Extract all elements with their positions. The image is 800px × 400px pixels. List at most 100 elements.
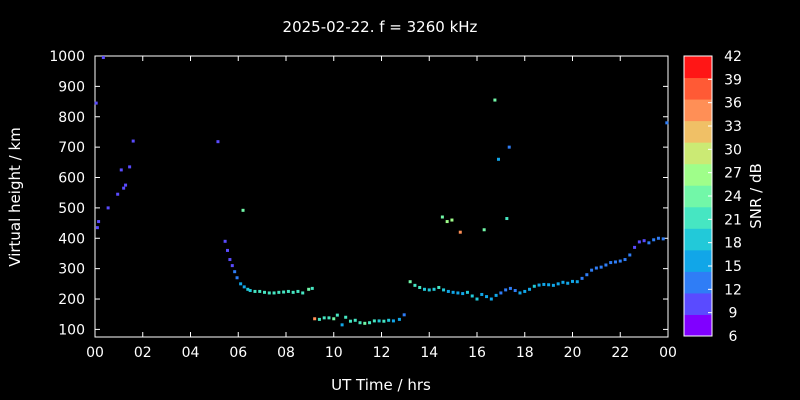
y-axis-ticks: 100 200 300 400 500 600 700 800 900 1000 (49, 49, 668, 338)
y-axis-label: Virtual height / km (6, 127, 24, 266)
data-point (445, 220, 449, 224)
data-point (335, 313, 339, 317)
data-point (413, 283, 417, 287)
y-tick-label: 1000 (49, 49, 85, 65)
colorbar-segment (684, 142, 712, 165)
data-point (652, 238, 656, 242)
data-point (482, 228, 486, 232)
data-point (623, 258, 627, 262)
data-point (465, 290, 469, 294)
colorbar-segment (684, 249, 712, 272)
data-point (458, 230, 462, 234)
y-tick-label: 900 (58, 79, 85, 95)
y-tick-label: 600 (58, 171, 85, 187)
colorbar-segment (684, 228, 712, 251)
data-point (493, 98, 497, 102)
x-tick-label: 02 (134, 345, 152, 361)
chart-title: 2025-02-22. f = 3260 kHz (283, 18, 478, 36)
data-point (253, 289, 257, 293)
data-point (507, 145, 511, 149)
colorbar-segment (684, 292, 712, 315)
colorbar-tick-label: 21 (724, 212, 742, 228)
data-point (470, 294, 474, 298)
data-point (353, 318, 357, 322)
data-point (307, 287, 311, 291)
data-point (391, 319, 395, 323)
data-point (94, 101, 98, 105)
data-point (122, 186, 126, 190)
data-point (313, 317, 317, 321)
data-point (408, 280, 412, 284)
data-point (604, 263, 608, 267)
data-point (216, 140, 220, 144)
data-point (456, 291, 460, 295)
data-point (528, 287, 532, 291)
data-point (561, 280, 565, 284)
data-point (496, 157, 500, 161)
data-point (242, 285, 246, 289)
data-point (258, 289, 262, 293)
data-point (432, 287, 436, 291)
colorbar-tick-label: 9 (729, 306, 738, 322)
colorbar-tick-label: 36 (724, 96, 742, 112)
data-point (532, 284, 536, 288)
colorbar-segment (684, 314, 712, 337)
data-point (571, 279, 574, 283)
data-point (310, 286, 314, 290)
x-tick-label: 22 (611, 345, 629, 361)
colorbar-tick-label: 33 (724, 119, 742, 135)
data-point (499, 291, 503, 295)
data-point (233, 270, 237, 274)
data-point (291, 290, 295, 294)
data-point (246, 287, 250, 291)
data-point (437, 285, 441, 289)
data-point (489, 297, 493, 301)
data-point (101, 56, 105, 60)
colorbar-ticks: 6 9 12 15 18 21 24 27 30 33 36 39 42 (708, 49, 742, 345)
colorbar-segment (684, 56, 712, 79)
data-point (241, 208, 245, 212)
data-point (239, 282, 243, 286)
data-point (97, 220, 101, 224)
y-tick-label: 700 (58, 140, 85, 156)
data-points (94, 56, 669, 327)
data-point (633, 245, 637, 249)
data-point (340, 323, 344, 327)
data-point (131, 139, 135, 143)
data-point (317, 317, 321, 321)
colorbar-tick-label: 18 (724, 236, 742, 252)
colorbar-segment (684, 163, 712, 186)
data-point (348, 319, 352, 323)
data-point (551, 283, 555, 287)
colorbar-tick-label: 27 (724, 166, 742, 182)
x-tick-label: 04 (182, 345, 200, 361)
data-point (128, 165, 132, 169)
data-point (485, 295, 489, 299)
data-point (508, 286, 512, 290)
data-point (296, 289, 300, 293)
data-point (358, 321, 362, 325)
colorbar-segment (684, 271, 712, 294)
data-point (248, 289, 252, 293)
data-point (585, 273, 589, 277)
data-point (656, 236, 660, 240)
colorbar-tick-label: 15 (724, 259, 742, 275)
data-point (327, 316, 331, 320)
data-point (494, 293, 498, 297)
data-point (505, 217, 509, 221)
data-point (647, 241, 651, 245)
data-point (642, 239, 646, 243)
data-point (277, 290, 281, 294)
data-point (382, 319, 386, 323)
data-point (580, 276, 584, 280)
data-point (402, 313, 406, 317)
data-point (363, 321, 367, 325)
data-point (609, 261, 613, 265)
data-point (442, 288, 446, 292)
data-point (119, 168, 123, 172)
data-point (377, 319, 381, 323)
data-point (263, 290, 267, 294)
data-point (575, 280, 579, 284)
data-point (523, 289, 527, 293)
